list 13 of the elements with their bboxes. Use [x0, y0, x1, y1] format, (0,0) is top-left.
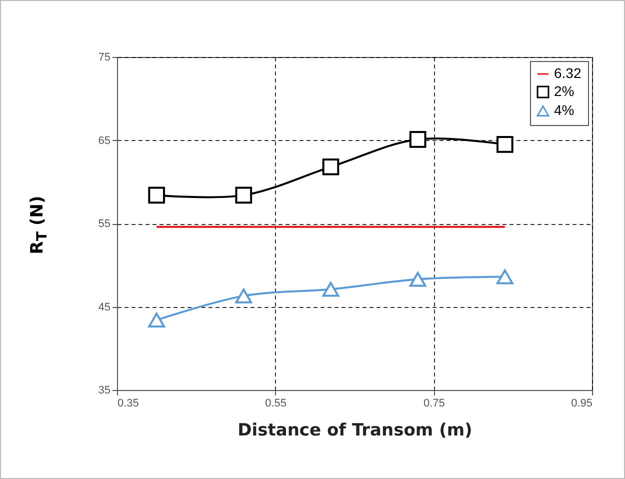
- x-tick-label: 0.55: [265, 398, 287, 410]
- x-tick-label: 0.75: [423, 398, 445, 410]
- legend-label: 4%: [554, 102, 574, 118]
- x-tick-label: 0.35: [118, 398, 139, 410]
- y-tick-label: 65: [98, 134, 110, 147]
- y-tick-label: 75: [98, 52, 110, 64]
- y-tick-label: 55: [98, 218, 110, 230]
- x-tick-label: 0.95: [571, 398, 592, 410]
- legend-label: 2%: [554, 83, 574, 99]
- y-tick-label: 35: [98, 384, 110, 396]
- y-tick-label: 45: [98, 301, 110, 314]
- legend-label: 6.32: [554, 65, 582, 81]
- x-axis-title: Distance of Transom (m): [238, 420, 472, 440]
